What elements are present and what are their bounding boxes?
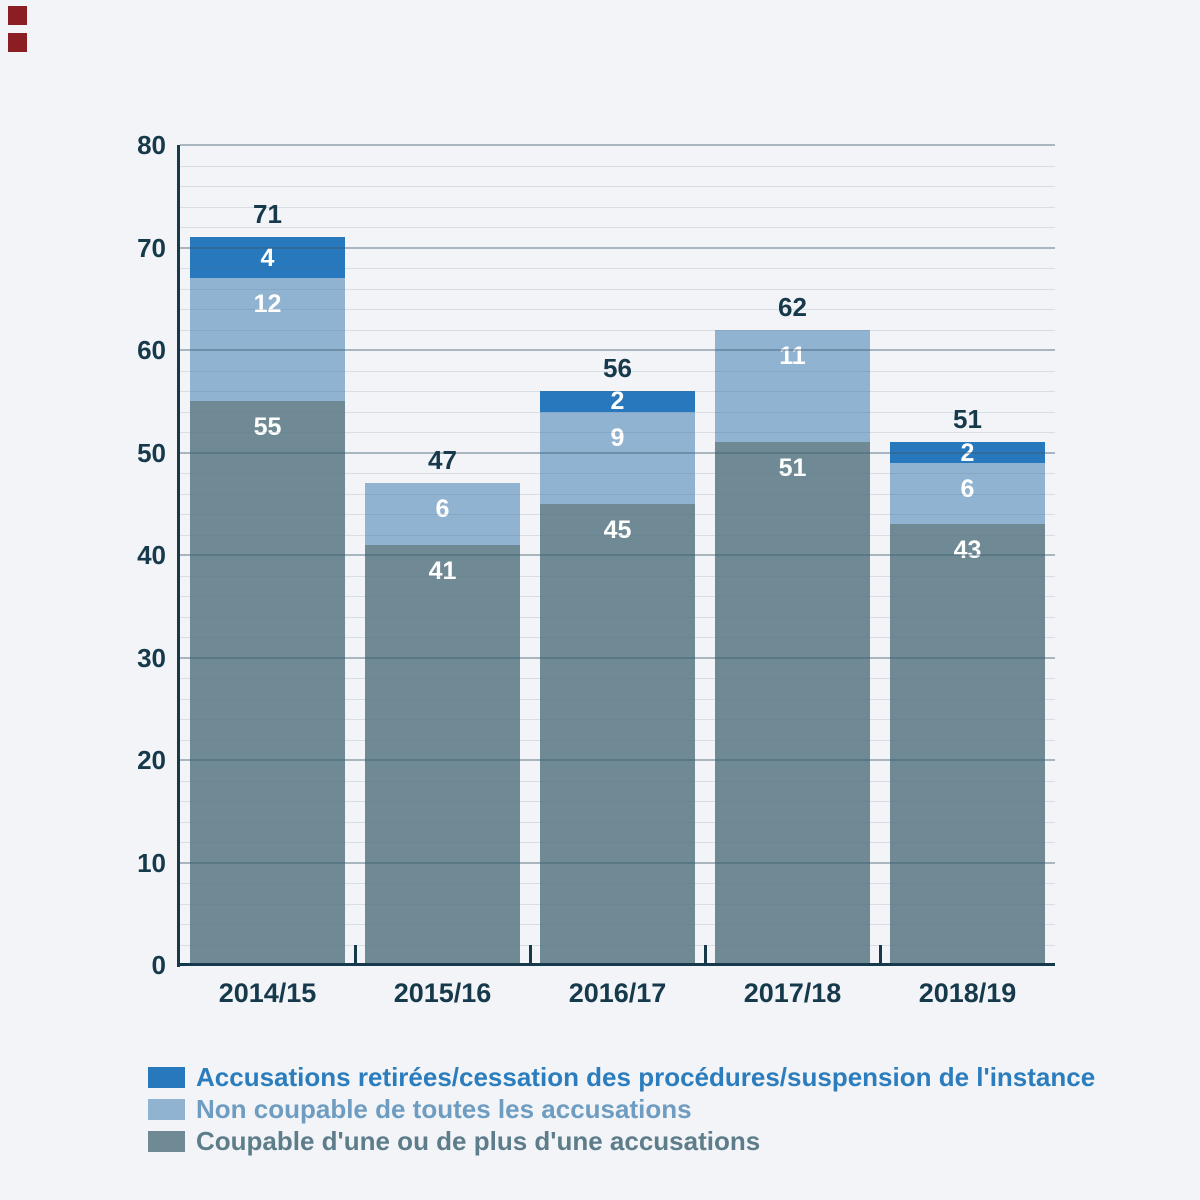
- plot-area: 55 12 4 71 41 6 47 45 9 2 56 51 11 62 43 6 2 51: [180, 144, 1055, 966]
- category-separator-tick: [353, 945, 357, 965]
- bar-segment-value: 55: [253, 413, 282, 442]
- y-axis-label: 40: [137, 540, 166, 570]
- bar-total-label: 62: [778, 291, 807, 322]
- bar-segment-value: 12: [253, 290, 282, 319]
- y-axis-label: 80: [137, 130, 166, 160]
- x-axis-line: [177, 963, 1055, 966]
- bar-total-label: 47: [428, 445, 457, 476]
- y-axis-line: [177, 145, 180, 967]
- bar-segment-value: 11: [779, 341, 806, 370]
- x-axis-label: 2014/15: [218, 978, 317, 1008]
- legend-label: Accusations retirées/cessation des procé…: [196, 1062, 1096, 1092]
- decor-square-bottom: [8, 33, 27, 52]
- bar-total-label: 56: [603, 353, 632, 383]
- x-axis-label: 2018/19: [918, 978, 1017, 1008]
- bars: 55 12 4 71 41 6 47 45 9 2 56 51 11 62 43 6 2 51: [180, 145, 1055, 965]
- bar-segment-withdrawn: 4: [190, 237, 345, 279]
- legend-label: Coupable d'une ou de plus d'une accusati…: [196, 1126, 761, 1156]
- legend-item: Non coupable de toutes les accusations: [148, 1094, 1095, 1124]
- x-axis-label: 2015/16: [393, 978, 492, 1008]
- x-axis-label: 2016/17: [568, 978, 667, 1008]
- y-axis-label: 70: [137, 232, 166, 263]
- category-separator-tick: [703, 945, 707, 965]
- category-separator-tick: [528, 945, 532, 965]
- bar-segment-value: 6: [960, 474, 975, 503]
- bar-segment-withdrawn: 2: [540, 387, 695, 415]
- bar-segment-value: 2: [610, 387, 625, 416]
- bar-segment-not-guilty: 11: [715, 329, 870, 443]
- y-axis-label: 30: [137, 642, 166, 673]
- bar-segment-value: 6: [435, 495, 450, 524]
- bar-segment-value: 2: [960, 438, 975, 467]
- legend-item: Accusations retirées/cessation des procé…: [148, 1062, 1095, 1092]
- y-axis-label: 60: [137, 335, 166, 365]
- bar-total-label: 71: [253, 199, 282, 230]
- x-axis-label: 2017/18: [743, 978, 842, 1008]
- y-axis-label: 20: [137, 745, 166, 775]
- legend-swatch: [148, 1066, 185, 1088]
- y-axis-label: 50: [137, 437, 166, 468]
- y-axis-label: 0: [151, 950, 166, 980]
- legend-swatch: [148, 1098, 185, 1120]
- bar-segment-guilty: 51: [715, 442, 870, 965]
- bar-segment-not-guilty: 9: [540, 411, 695, 504]
- bar-segment-value: 4: [260, 243, 275, 272]
- decor-square-top: [8, 6, 27, 25]
- bar-segment-not-guilty: 6: [890, 462, 1045, 525]
- bar-segment-guilty: 55: [190, 401, 345, 965]
- y-axis-label: 10: [137, 847, 166, 878]
- bar-segment-value: 41: [428, 556, 457, 585]
- bar-segment-withdrawn: 2: [890, 439, 1045, 467]
- bar-segment-guilty: 41: [365, 544, 520, 965]
- bar-segment-value: 9: [610, 423, 625, 452]
- legend-item: Coupable d'une ou de plus d'une accusati…: [148, 1126, 1095, 1156]
- bar-segment-value: 51: [778, 454, 807, 483]
- bar-segment-not-guilty: 12: [190, 278, 345, 402]
- category-separator-tick: [878, 945, 882, 965]
- bar-segment-guilty: 45: [540, 503, 695, 965]
- legend: Accusations retirées/cessation des procé…: [148, 1062, 1095, 1158]
- bar-total-label: 51: [953, 404, 982, 435]
- bar-segment-not-guilty: 6: [365, 483, 520, 545]
- x-separators: [180, 145, 1055, 965]
- bar-segment-value: 43: [953, 536, 982, 565]
- legend-swatch: [148, 1130, 185, 1152]
- legend-label: Non coupable de toutes les accusations: [196, 1094, 692, 1124]
- bar-segment-guilty: 43: [890, 524, 1045, 965]
- bar-segment-value: 45: [603, 515, 632, 544]
